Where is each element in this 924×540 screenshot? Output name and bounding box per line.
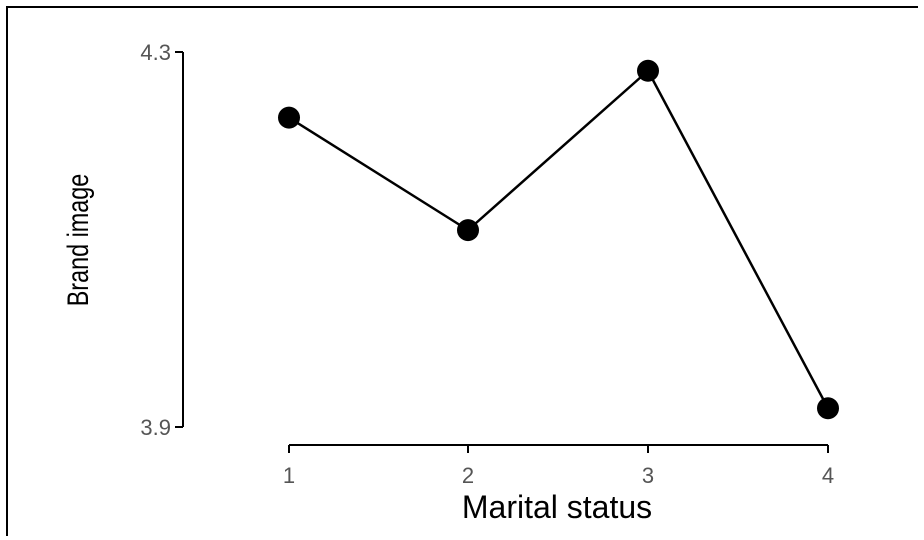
data-point bbox=[637, 59, 659, 82]
x-tick-label: 3 bbox=[642, 463, 654, 488]
y-axis-title: Brand image bbox=[61, 174, 94, 307]
y-tick-label: 3.9 bbox=[140, 415, 171, 440]
x-tick-label: 1 bbox=[283, 463, 295, 488]
series-line bbox=[288, 68, 830, 409]
series-layer bbox=[278, 59, 839, 420]
chart-frame bbox=[6, 6, 918, 536]
data-point bbox=[457, 219, 479, 242]
x-tick-label: 4 bbox=[822, 463, 834, 488]
x-axis-title: Marital status bbox=[462, 489, 652, 525]
x-tick-label: 2 bbox=[462, 463, 474, 488]
x-axis: 1 2 3 4 bbox=[283, 444, 834, 488]
data-point bbox=[278, 106, 300, 129]
y-tick-label: 4.3 bbox=[140, 40, 171, 65]
data-point bbox=[817, 397, 839, 420]
y-axis: 4.3 3.9 bbox=[140, 40, 184, 440]
